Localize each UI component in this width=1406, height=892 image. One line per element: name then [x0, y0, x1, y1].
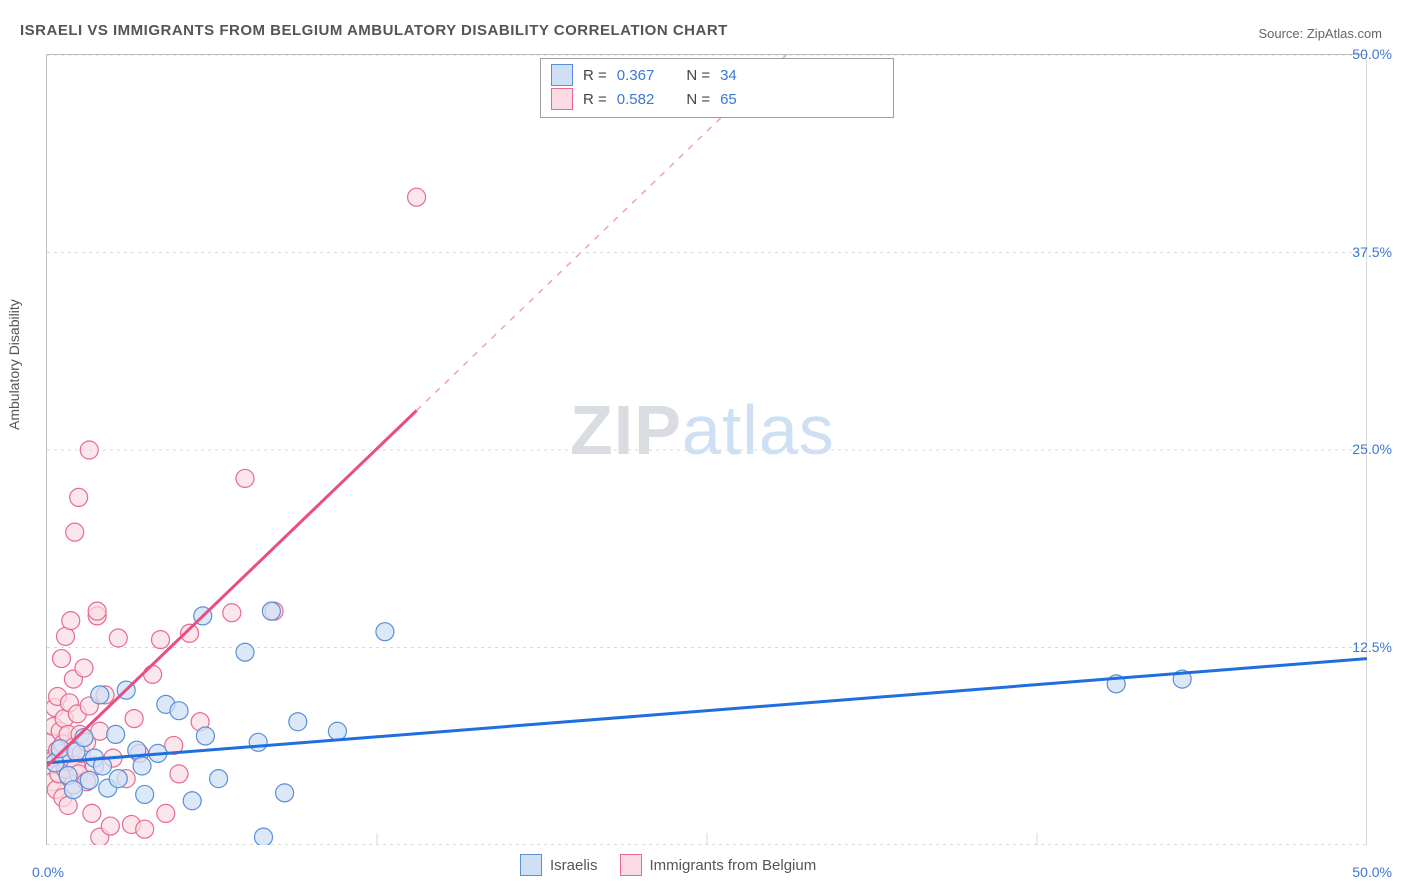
- y-axis-label: Ambulatory Disability: [6, 299, 22, 430]
- legend-item-israelis: Israelis: [520, 854, 598, 876]
- x-max-label: 50.0%: [1352, 864, 1392, 880]
- swatch-belgium: [551, 88, 573, 110]
- legend-label-belgium: Immigrants from Belgium: [650, 857, 817, 874]
- correlation-legend: R = 0.367 N = 34 R = 0.582 N = 65: [540, 58, 894, 118]
- r-label: R =: [583, 91, 607, 108]
- y-tick-label: 50.0%: [1352, 46, 1392, 62]
- r-label: R =: [583, 67, 607, 84]
- legend-label-israelis: Israelis: [550, 857, 598, 874]
- y-tick-label: 37.5%: [1352, 244, 1392, 260]
- x-origin-label: 0.0%: [32, 864, 64, 880]
- legend-row-israelis: R = 0.367 N = 34: [551, 63, 883, 87]
- y-tick-label: 12.5%: [1352, 639, 1392, 655]
- swatch-israelis-icon: [520, 854, 542, 876]
- chart-svg: [47, 55, 1367, 845]
- y-tick-label: 25.0%: [1352, 441, 1392, 457]
- n-label: N =: [686, 67, 710, 84]
- chart-title: ISRAELI VS IMMIGRANTS FROM BELGIUM AMBUL…: [20, 22, 728, 39]
- r-value-belgium: 0.582: [617, 91, 655, 108]
- series-legend: Israelis Immigrants from Belgium: [520, 854, 816, 876]
- n-value-israelis: 34: [720, 67, 737, 84]
- legend-item-belgium: Immigrants from Belgium: [620, 854, 817, 876]
- legend-row-belgium: R = 0.582 N = 65: [551, 87, 883, 111]
- n-value-belgium: 65: [720, 91, 737, 108]
- n-label: N =: [686, 91, 710, 108]
- r-value-israelis: 0.367: [617, 67, 655, 84]
- plot-area: [46, 54, 1367, 845]
- swatch-belgium-icon: [620, 854, 642, 876]
- source-attribution: Source: ZipAtlas.com: [1258, 26, 1382, 41]
- swatch-israelis: [551, 64, 573, 86]
